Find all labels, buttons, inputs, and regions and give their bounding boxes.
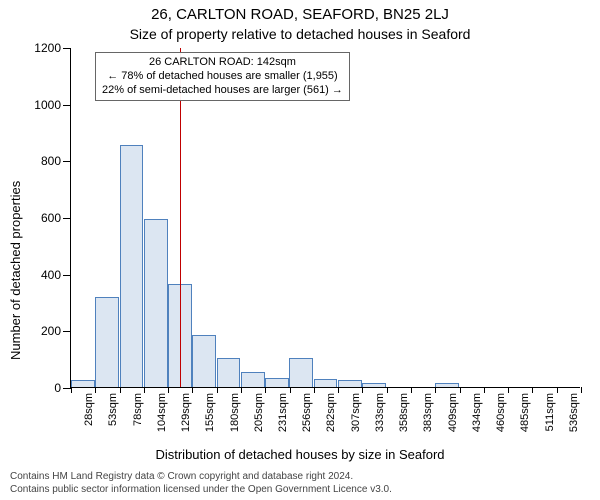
x-tick-label: 104sqm [156, 393, 168, 432]
histogram-bar [144, 219, 168, 387]
histogram-bar [217, 358, 241, 387]
x-tick [314, 387, 315, 393]
x-tick [411, 387, 412, 393]
x-tick-label: 409sqm [447, 393, 459, 432]
y-tick [63, 161, 71, 162]
y-tick [63, 48, 71, 49]
footer-line-1: Contains HM Land Registry data © Crown c… [10, 471, 392, 484]
histogram-bar [241, 372, 265, 387]
x-tick-label: 358sqm [398, 393, 410, 432]
bar-slot: 383sqm [410, 48, 434, 387]
x-tick [241, 387, 242, 393]
x-tick [435, 387, 436, 393]
histogram-bar [289, 358, 313, 387]
histogram-bar [362, 383, 386, 387]
x-tick [144, 387, 145, 393]
footer-attribution: Contains HM Land Registry data © Crown c… [10, 471, 392, 496]
page-title: 26, CARLTON ROAD, SEAFORD, BN25 2LJ [0, 6, 600, 23]
y-tick-label: 1200 [34, 41, 61, 55]
histogram-bar [338, 380, 362, 387]
x-tick [217, 387, 218, 393]
x-tick-label: 333sqm [374, 393, 386, 432]
bar-slot: 511sqm [531, 48, 555, 387]
y-tick-label: 1000 [34, 98, 61, 112]
annotation-line: 22% of semi-detached houses are larger (… [102, 84, 343, 98]
x-tick [290, 387, 291, 393]
histogram-bar [314, 379, 338, 387]
x-tick-label: 78sqm [132, 393, 144, 426]
x-tick-label: 383sqm [422, 393, 434, 432]
y-tick-label: 800 [41, 154, 61, 168]
x-tick-label: 307sqm [350, 393, 362, 432]
y-tick [63, 388, 71, 389]
y-tick [63, 218, 71, 219]
x-tick [387, 387, 388, 393]
x-tick [460, 387, 461, 393]
x-tick [532, 387, 533, 393]
histogram-bar [120, 145, 144, 387]
x-tick [265, 387, 266, 393]
x-tick-label: 485sqm [519, 393, 531, 432]
y-tick [63, 275, 71, 276]
x-tick [168, 387, 169, 393]
x-tick-label: 511sqm [544, 393, 556, 431]
bar-slot: 536sqm [556, 48, 580, 387]
bar-slot: 333sqm [362, 48, 386, 387]
x-tick-label: 460sqm [495, 393, 507, 432]
x-tick [508, 387, 509, 393]
y-tick-label: 200 [41, 324, 61, 338]
x-tick-label: 231sqm [277, 393, 289, 432]
bar-slot: 409sqm [435, 48, 459, 387]
x-tick-label: 129sqm [180, 393, 192, 432]
x-tick-label: 282sqm [325, 393, 337, 432]
x-tick [120, 387, 121, 393]
bar-slot: 485sqm [507, 48, 531, 387]
bar-slot: 434sqm [459, 48, 483, 387]
x-axis-label: Distribution of detached houses by size … [0, 447, 600, 462]
histogram-bar [435, 383, 459, 387]
x-tick [338, 387, 339, 393]
x-tick [192, 387, 193, 393]
x-tick-label: 536sqm [568, 393, 580, 432]
x-tick-label: 28sqm [83, 393, 95, 426]
histogram-bar [265, 378, 289, 388]
x-tick-label: 434sqm [471, 393, 483, 432]
y-tick [63, 331, 71, 332]
x-tick [581, 387, 582, 393]
y-tick-label: 400 [41, 268, 61, 282]
y-tick [63, 105, 71, 106]
histogram-bar [95, 297, 119, 387]
y-tick-label: 0 [54, 381, 61, 395]
bar-slot: 358sqm [386, 48, 410, 387]
annotation-line: ← 78% of detached houses are smaller (1,… [102, 70, 343, 84]
bar-slot: 28sqm [71, 48, 95, 387]
x-tick-label: 155sqm [204, 393, 216, 432]
x-tick [362, 387, 363, 393]
x-tick-label: 180sqm [229, 393, 241, 432]
annotation-line: 26 CARLTON ROAD: 142sqm [102, 56, 343, 70]
chart-subtitle: Size of property relative to detached ho… [0, 26, 600, 42]
histogram-chart: 02004006008001000120028sqm53sqm78sqm104s… [70, 48, 580, 388]
footer-line-2: Contains public sector information licen… [10, 484, 392, 497]
x-tick [557, 387, 558, 393]
x-tick [71, 387, 72, 393]
bar-slot: 460sqm [483, 48, 507, 387]
histogram-bar [71, 380, 95, 387]
x-tick [484, 387, 485, 393]
y-axis-label: Number of detached properties [8, 181, 23, 360]
x-tick-label: 53sqm [107, 393, 119, 426]
x-tick-label: 205sqm [253, 393, 265, 432]
y-tick-label: 600 [41, 211, 61, 225]
x-tick-label: 256sqm [301, 393, 313, 432]
x-tick [95, 387, 96, 393]
annotation-box: 26 CARLTON ROAD: 142sqm← 78% of detached… [95, 52, 350, 101]
histogram-bar [192, 335, 216, 387]
